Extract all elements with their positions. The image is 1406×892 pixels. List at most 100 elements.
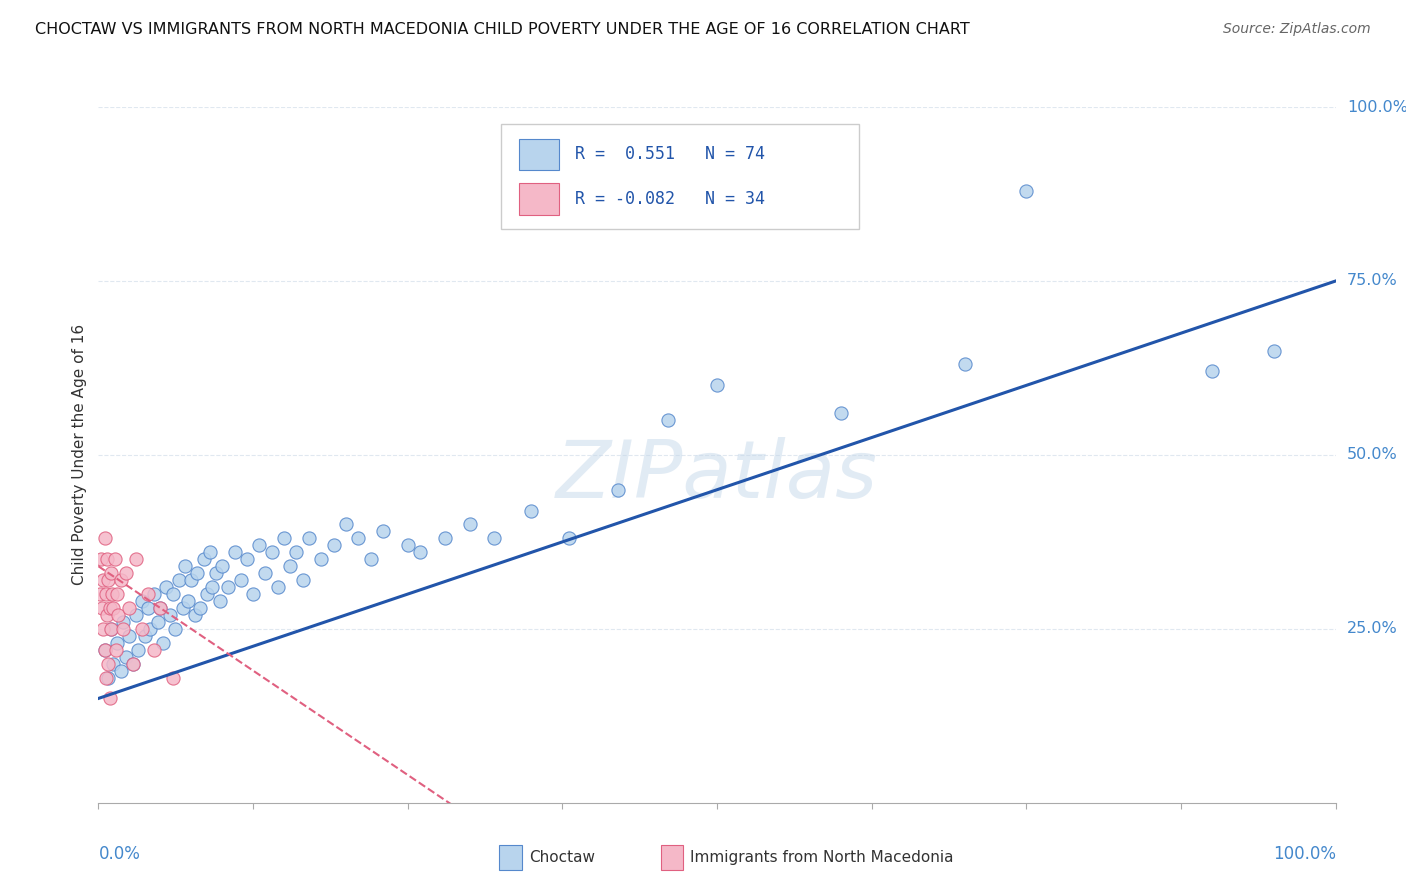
Point: [118, 601, 141, 615]
Point: [1201, 364, 1223, 378]
Point: [217, 580, 239, 594]
Point: [322, 538, 344, 552]
Y-axis label: Child Poverty Under the Age of 16: Child Poverty Under the Age of 16: [72, 325, 87, 585]
Point: [93, 573, 115, 587]
Point: [124, 607, 146, 622]
Point: [93, 532, 115, 546]
Text: Choctaw: Choctaw: [529, 850, 595, 864]
Point: [93, 642, 115, 657]
Point: [162, 587, 184, 601]
FancyBboxPatch shape: [519, 183, 558, 215]
Point: [107, 607, 129, 622]
Text: 100.0%: 100.0%: [1272, 845, 1336, 863]
Point: [433, 532, 456, 546]
Point: [409, 545, 432, 559]
Text: Immigrants from North Macedonia: Immigrants from North Macedonia: [690, 850, 953, 864]
Point: [97, 657, 120, 671]
Point: [110, 664, 132, 678]
Point: [254, 566, 277, 581]
Point: [195, 587, 218, 601]
Point: [371, 524, 394, 539]
Point: [224, 545, 246, 559]
Point: [278, 559, 301, 574]
Point: [103, 657, 125, 671]
Point: [557, 532, 579, 546]
Point: [335, 517, 357, 532]
Point: [90, 552, 112, 566]
Point: [229, 573, 252, 587]
Point: [100, 622, 122, 636]
Text: CHOCTAW VS IMMIGRANTS FROM NORTH MACEDONIA CHILD POVERTY UNDER THE AGE OF 16 COR: CHOCTAW VS IMMIGRANTS FROM NORTH MACEDON…: [35, 22, 970, 37]
Point: [201, 580, 224, 594]
Point: [484, 532, 506, 546]
Text: 50.0%: 50.0%: [1347, 448, 1398, 462]
Point: [103, 601, 125, 615]
Point: [105, 636, 128, 650]
Point: [114, 649, 136, 664]
Point: [236, 552, 259, 566]
Point: [122, 657, 145, 671]
FancyBboxPatch shape: [519, 138, 558, 170]
Point: [118, 629, 141, 643]
Point: [91, 601, 114, 615]
Point: [285, 545, 308, 559]
Point: [100, 566, 122, 581]
Point: [165, 622, 187, 636]
Point: [89, 587, 111, 601]
Point: [291, 573, 314, 587]
Point: [706, 378, 728, 392]
Point: [360, 552, 382, 566]
Text: R = -0.082   N = 34: R = -0.082 N = 34: [575, 190, 765, 208]
Point: [98, 691, 121, 706]
Point: [97, 573, 120, 587]
Point: [298, 532, 321, 546]
Point: [520, 503, 543, 517]
Point: [657, 413, 679, 427]
Point: [96, 552, 118, 566]
Point: [607, 483, 630, 497]
Text: 25.0%: 25.0%: [1347, 622, 1398, 636]
Point: [114, 566, 136, 581]
Point: [953, 358, 976, 372]
Point: [136, 587, 159, 601]
Point: [242, 587, 264, 601]
Point: [1263, 343, 1285, 358]
Point: [180, 573, 202, 587]
Point: [188, 601, 211, 615]
Text: 0.0%: 0.0%: [98, 845, 141, 863]
Point: [162, 671, 184, 685]
Point: [184, 607, 207, 622]
Point: [186, 566, 208, 581]
Point: [94, 671, 117, 685]
Point: [122, 657, 145, 671]
Point: [1015, 184, 1038, 198]
Point: [174, 559, 197, 574]
Point: [101, 587, 124, 601]
Point: [98, 601, 121, 615]
Point: [273, 532, 295, 546]
Point: [176, 594, 198, 608]
Point: [127, 642, 149, 657]
Point: [103, 552, 125, 566]
Point: [309, 552, 332, 566]
Text: Source: ZipAtlas.com: Source: ZipAtlas.com: [1223, 22, 1371, 37]
Point: [139, 622, 162, 636]
Point: [198, 545, 221, 559]
Point: [134, 629, 156, 643]
Point: [172, 601, 194, 615]
Text: ZIPatlas: ZIPatlas: [555, 437, 879, 515]
Point: [143, 587, 166, 601]
Point: [396, 538, 419, 552]
Point: [247, 538, 270, 552]
Point: [205, 566, 228, 581]
Point: [112, 615, 135, 629]
Point: [167, 573, 190, 587]
Point: [267, 580, 290, 594]
Point: [152, 636, 174, 650]
Point: [112, 622, 135, 636]
Text: R =  0.551   N = 74: R = 0.551 N = 74: [575, 145, 765, 163]
Point: [93, 642, 115, 657]
Point: [347, 532, 370, 546]
Point: [260, 545, 283, 559]
Point: [830, 406, 852, 420]
